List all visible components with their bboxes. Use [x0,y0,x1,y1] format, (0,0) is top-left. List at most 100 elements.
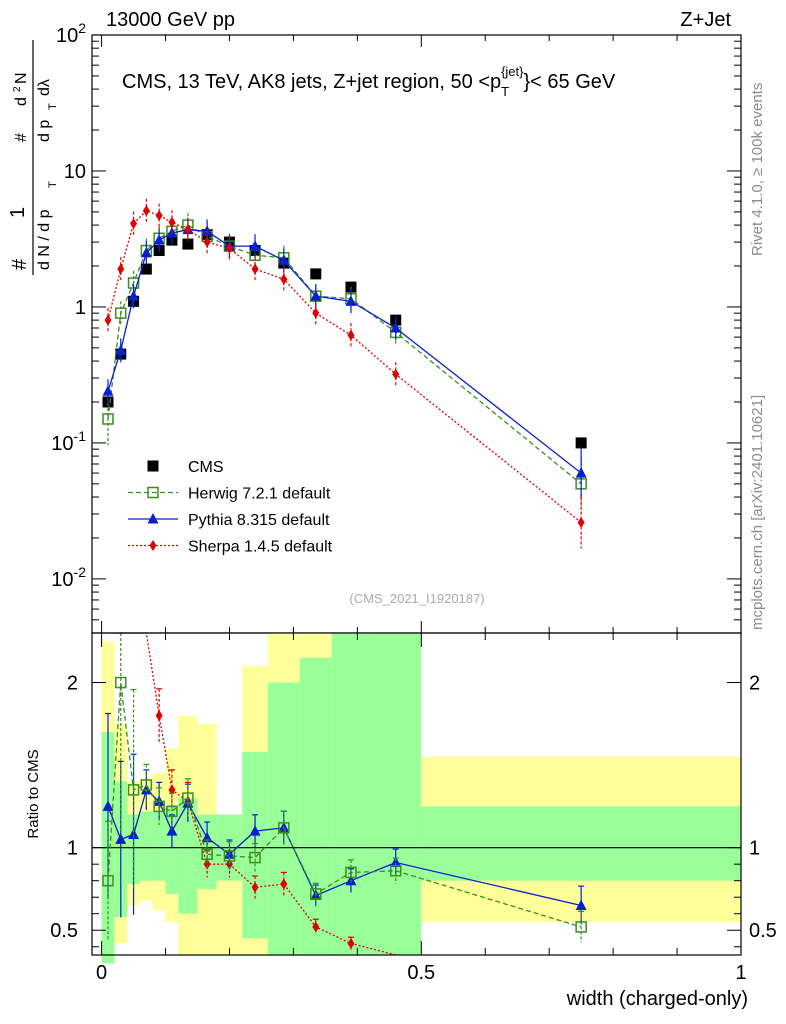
svg-text:2: 2 [12,86,23,92]
ratio-band-inner [178,798,198,914]
pythia-ratio-point [249,825,261,836]
pythia-ratio-point [115,833,127,844]
svg-text:#: # [9,258,31,270]
main-y-tick-label: 1 [75,297,86,319]
herwig-ratio-point [127,784,140,796]
sherpa-main-point [392,368,400,380]
sherpa-main-point [203,236,211,248]
pythia-legend-marker [147,513,159,524]
ratio-y-tick-label-left: 1 [67,838,78,860]
sherpa-ratio-point [347,937,355,949]
x-axis-label: width (charged-only) [566,988,748,1010]
pythia-main-line [107,229,582,474]
sherpa-main-point [347,329,355,341]
herwig-ratio-point [389,865,402,877]
svg-text:d: d [13,97,30,106]
cms-legend-marker [147,460,159,472]
pythia-main-point [249,240,261,251]
pythia-ratio-point [575,899,587,910]
sherpa-main-point [280,273,288,285]
main-y-tick-label: 10 [64,161,86,183]
herwig-ratio-point [102,874,114,887]
main-y-tick-label: 10-2 [51,564,86,591]
herwig-ratio-point [153,800,165,813]
pythia-main-point [345,295,357,306]
pythia-main-point [390,322,402,333]
herwig-ratio-point [310,888,322,900]
legend-label-herwig: Herwig 7.2.1 default [188,486,331,503]
svg-text:T: T [47,103,59,110]
svg-text:dλ: dλ [36,79,53,96]
sherpa-ratio-point [312,921,320,933]
sherpa-main-point [104,314,112,326]
main-y-tick-label: 102 [56,20,86,47]
herwig-ratio-point [223,850,236,862]
sherpa-main-point [117,263,125,275]
ratio-y-tick-label-right: 1 [749,838,760,860]
x-tick-label: 0 [96,962,107,984]
svg-text:#: # [13,133,30,142]
pythia-main-point [153,234,165,245]
ratio-y-tick-label-left: 0.5 [50,920,78,942]
ratio-plot-frame [91,632,742,956]
sherpa-main-point [142,205,150,217]
sherpa-main-point [577,516,585,528]
main-y-axis-label: # d N / d p T 1 # d p T dλ d 2 N [7,40,59,275]
sherpa-main-point [225,242,233,254]
herwig-ratio-point [140,779,153,791]
legend-label-pythia: Pythia 8.315 default [188,512,330,529]
pythia-main-point [115,344,127,355]
rivet-label: Rivet 4.1.0, ≥ 100k events [749,83,766,256]
sherpa-main-point [130,218,138,230]
svg-text:N: N [13,72,30,84]
herwig-ratio-point [115,676,127,689]
sherpa-ratio-point [155,710,163,722]
pythia-ratio-point [102,800,114,811]
herwig-ratio-point [166,805,178,818]
herwig-ratio-point [278,822,290,834]
herwig-ratio-point [575,921,587,933]
ratio-y-tick-label-right: 2 [749,673,760,695]
herwig-main-point [115,307,127,319]
sherpa-main-point [312,307,320,319]
ratio-y-axis-label: Ratio to CMS [25,749,42,838]
analysis-watermark: (CMS_2021_I1920187) [349,591,484,606]
ratio-y-tick-label-right: 0.5 [749,920,777,942]
pythia-main-point [140,246,152,258]
herwig-ratio-point [345,866,357,879]
svg-text:T: T [47,181,59,188]
sherpa-main-line [107,209,582,523]
svg-text:d p: d p [36,120,53,142]
pythia-ratio-point [140,783,152,795]
sherpa-main-point [155,210,163,222]
header-process-label: Z+Jet [680,9,731,31]
cms-main-point [575,437,587,449]
ratio-y-tick-label-left: 2 [67,673,78,695]
sherpa-ratio-point [203,858,211,870]
cms-main-point [310,268,322,280]
sherpa-ratio-line [120,632,396,956]
pythia-ratio-point [166,825,178,836]
ratio-band-inner [139,811,153,881]
svg-text:d N / d p: d N / d p [36,209,53,270]
pythia-main-point [102,385,114,396]
mcplots-label: mcplots.cern.ch [arXiv:2401.10621] [749,395,766,630]
ratio-band-inner [370,633,422,955]
pythia-main-point [278,254,290,265]
sherpa-main-point [184,224,192,236]
pythia-ratio-point [128,828,140,839]
header-energy-label: 13000 GeV pp [106,9,235,31]
main-y-tick-label: 10-1 [51,428,86,455]
pythia-main-point [575,467,587,478]
pythia-main-point [310,290,322,301]
svg-text:1: 1 [7,207,29,218]
sherpa-main-point [251,263,259,275]
herwig-main-point [102,413,114,425]
sherpa-legend-marker [149,540,157,551]
pythia-ratio-point [390,856,402,868]
ratio-band-inner [299,657,332,955]
cms-main-point [182,238,194,250]
legend-label-sherpa: Sherpa 1.4.5 default [188,539,333,556]
cms-main-point [140,263,152,275]
